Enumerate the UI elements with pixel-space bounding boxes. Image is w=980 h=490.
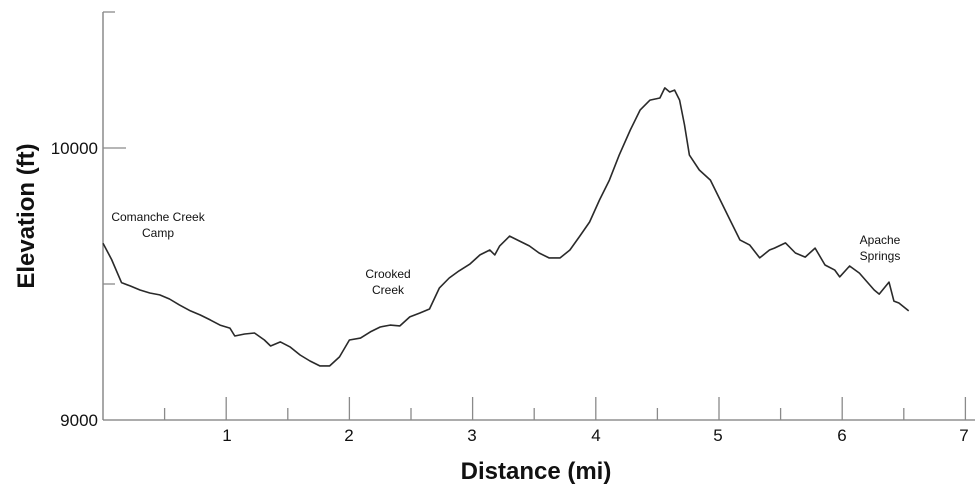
x-axis-title: Distance (mi) (461, 458, 612, 485)
x-tick-label-2: 2 (344, 426, 353, 445)
x-ticks (163, 397, 967, 420)
x-tick-label-3: 3 (467, 426, 476, 445)
x-tick-label-5: 5 (713, 426, 722, 445)
y-axis-title: Elevation (ft) (13, 143, 40, 288)
x-tick-label-6: 6 (837, 426, 846, 445)
annotation-apache-line2: Springs (860, 249, 901, 263)
annotation-comanche-creek-camp: Comanche Creek Camp (111, 210, 205, 240)
y-ticks (103, 147, 126, 285)
annotation-comanche-line1: Comanche Creek (111, 210, 205, 224)
y-tick-label-10000: 10000 (51, 139, 98, 158)
elevation-profile-line (102, 87, 910, 367)
annotation-apache-springs: Apache Springs (860, 233, 901, 263)
y-tick-labels: 9000 10000 (51, 139, 98, 430)
annotation-crooked-creek: Crooked Creek (365, 267, 410, 297)
annotation-crooked-line2: Creek (372, 283, 405, 297)
annotation-crooked-line1: Crooked (365, 267, 410, 281)
y-tick-label-9000: 9000 (60, 411, 98, 430)
x-tick-label-7: 7 (959, 426, 968, 445)
x-tick-label-1: 1 (222, 426, 231, 445)
x-tick-label-4: 4 (591, 426, 600, 445)
annotation-comanche-line2: Camp (142, 226, 174, 240)
x-tick-labels: 1 2 3 4 5 6 7 (222, 426, 968, 445)
annotation-apache-line1: Apache (860, 233, 901, 247)
